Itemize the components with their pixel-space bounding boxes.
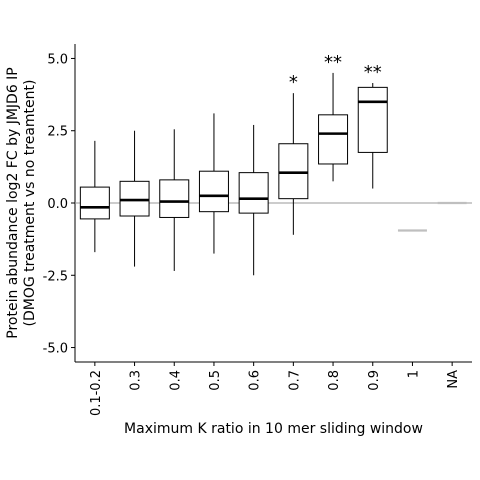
x-tick-label: 0.8: [327, 370, 342, 391]
x-tick-label: 0.9: [367, 370, 382, 391]
box-body: [278, 143, 309, 200]
significance-marker: **: [364, 62, 382, 83]
box-body: [238, 172, 269, 214]
box-0.1-0.2: [79, 140, 110, 253]
x-tick-label: 0.1-0.2: [89, 370, 104, 416]
y-tick-label: -5.0: [43, 342, 68, 357]
x-tick-label: 1: [406, 370, 421, 378]
x-tick-label: 0.5: [208, 370, 223, 391]
y-tick-label: 2.5: [47, 125, 68, 140]
box-body: [119, 180, 150, 217]
x-tick-label: 0.3: [129, 370, 144, 391]
x-tick-label: 0.4: [168, 370, 183, 391]
box-body: [357, 86, 388, 153]
significance-marker: **: [324, 52, 342, 73]
box-body: [198, 170, 229, 213]
y-axis-label-line-2: (DMOG treatment vs no treamtent): [22, 80, 38, 327]
box-body: [318, 114, 349, 165]
box-body: [159, 179, 190, 218]
x-axis-label: Maximum K ratio in 10 mer sliding window: [124, 421, 423, 437]
box-body: [79, 186, 110, 220]
x-tick-label: NA: [446, 370, 461, 389]
box-0.4: [159, 129, 190, 271]
box-0.7: *: [278, 72, 309, 235]
y-tick-label: 5.0: [47, 52, 68, 67]
y-axis-label-line-1: Protein abundance log2 FC by JMJD6 IP: [5, 67, 21, 338]
significance-marker: *: [289, 72, 298, 93]
y-tick-label: -2.5: [43, 269, 68, 284]
y-tick-label: 0.0: [47, 197, 68, 212]
box-0.5: [198, 113, 229, 254]
box-0.3: [119, 130, 150, 267]
box-0.8: **: [318, 52, 349, 182]
x-tick-label: 0.6: [248, 370, 263, 391]
box-0.9: **: [357, 62, 388, 189]
box-0.6: [238, 124, 269, 276]
x-tick-label: 0.7: [287, 370, 302, 391]
